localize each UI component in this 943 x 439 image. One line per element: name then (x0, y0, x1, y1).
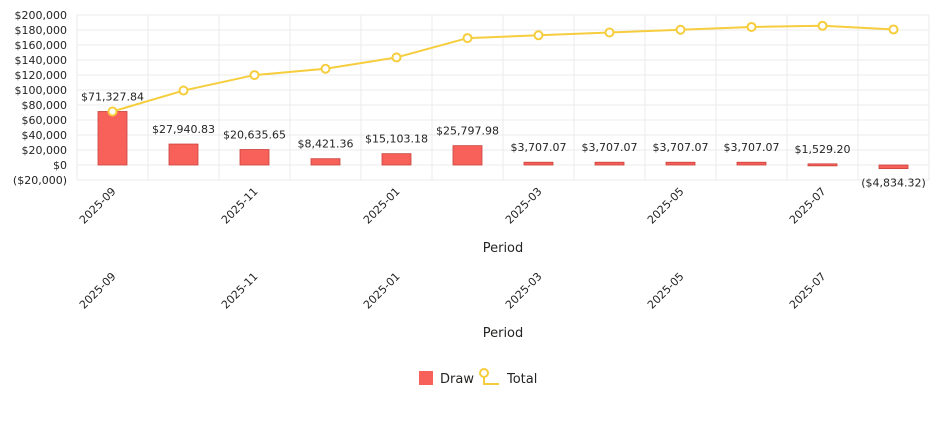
x-tick-label-secondary: 2025-05 (645, 270, 687, 312)
line-point-total (604, 27, 615, 38)
bar-data-label: $25,797.98 (436, 125, 499, 138)
y-tick-label: $100,000 (15, 84, 68, 97)
x-tick-label: 2025-09 (77, 185, 119, 227)
bar-data-label: $71,327.84 (81, 91, 144, 104)
line-point-total (675, 24, 686, 35)
bar-draw (523, 161, 554, 166)
y-tick-label: $140,000 (15, 54, 68, 67)
x-tick-label: 2025-11 (219, 185, 261, 227)
legend-item-draw[interactable]: Draw (419, 371, 474, 387)
y-tick-label: $160,000 (15, 39, 68, 52)
x-tick-label: 2025-03 (503, 185, 545, 227)
draw-swatch-icon (419, 371, 433, 385)
y-tick-label: $60,000 (22, 114, 68, 127)
line-point-total (107, 106, 118, 117)
x-tick-label-secondary: 2025-11 (219, 270, 261, 312)
y-tick-label: $120,000 (15, 69, 68, 82)
x-tick-label-secondary: 2025-09 (77, 270, 119, 312)
line-point-total (746, 21, 757, 32)
x-axis-secondary: 2025-09 2025-11 2025-01 2025-03 2025-05 2025-… (77, 270, 829, 312)
bar-draw (239, 149, 270, 166)
line-point-total (320, 63, 331, 74)
bar-draw (168, 143, 199, 166)
y-tick-label: $180,000 (15, 24, 68, 37)
line-total (112, 24, 894, 113)
bar-series-draw (97, 111, 909, 170)
x-tick-label-secondary: 2025-07 (787, 270, 829, 312)
y-tick-label: $80,000 (22, 99, 68, 112)
bar-data-label: $8,421.36 (298, 138, 354, 151)
y-tick-label: $40,000 (22, 129, 68, 142)
bar-data-labels: $71,327.84 $27,940.83 $20,635.65 $8,421.36 $… (81, 91, 926, 190)
x-axis-title: Period (483, 241, 524, 256)
bar-data-label: $3,707.07 (724, 141, 780, 154)
bar-draw (878, 164, 909, 170)
bar-draw (807, 163, 838, 167)
legend: Draw Total (419, 368, 537, 387)
line-point-total (533, 30, 544, 41)
y-tick-label: $20,000 (22, 144, 68, 157)
legend-item-total[interactable]: Total (479, 368, 537, 387)
bar-data-label: $3,707.07 (582, 141, 638, 154)
x-tick-label: 2025-07 (787, 185, 829, 227)
x-tick-label-secondary: 2025-01 (361, 270, 403, 312)
bar-draw (594, 161, 625, 166)
bar-draw (97, 111, 128, 166)
y-axis: ($20,000) $0 $20,000 $40,000 $60,000 $80,000 $… (13, 9, 67, 187)
bar-data-label: ($4,834.32) (861, 177, 926, 190)
bar-data-label: $15,103.18 (365, 133, 428, 146)
line-point-total (178, 85, 189, 96)
bar-draw (381, 153, 412, 166)
x-tick-label: 2025-05 (645, 185, 687, 227)
bar-draw (665, 161, 696, 166)
bar-data-label: $1,529.20 (795, 143, 851, 156)
bar-data-label: $20,635.65 (223, 129, 286, 142)
y-tick-label: ($20,000) (13, 174, 67, 187)
bar-draw (310, 158, 341, 166)
legend-label-draw: Draw (440, 372, 474, 387)
legend-label-total: Total (506, 372, 537, 387)
y-tick-label: $200,000 (15, 9, 68, 22)
gridlines (76, 14, 930, 181)
line-point-total (391, 52, 402, 63)
bar-draw (452, 145, 483, 166)
line-series-total (107, 20, 899, 117)
bar-data-label: $3,707.07 (653, 141, 709, 154)
x-axis: 2025-09 2025-11 2025-01 2025-03 2025-05 2025-… (77, 185, 829, 227)
y-tick-label: $0 (53, 159, 67, 172)
x-axis-title-secondary: Period (483, 326, 524, 341)
line-point-total (249, 70, 260, 81)
line-point-total (817, 20, 828, 31)
x-tick-label-secondary: 2025-03 (503, 270, 545, 312)
x-tick-label: 2025-01 (361, 185, 403, 227)
bar-draw (736, 161, 767, 166)
bar-data-label: $3,707.07 (511, 141, 567, 154)
line-point-total (462, 33, 473, 44)
line-marker-icon (479, 368, 499, 385)
line-point-total (888, 24, 899, 35)
bar-data-label: $27,940.83 (152, 123, 215, 136)
